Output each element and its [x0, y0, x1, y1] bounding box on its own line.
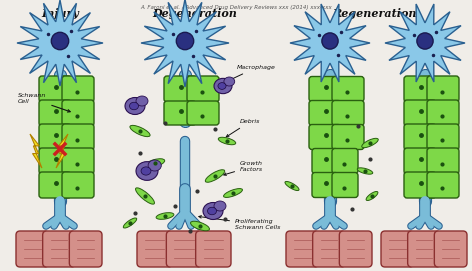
- Text: Debris: Debris: [226, 119, 261, 137]
- FancyBboxPatch shape: [309, 124, 341, 150]
- FancyBboxPatch shape: [62, 148, 94, 174]
- FancyBboxPatch shape: [427, 100, 459, 126]
- FancyBboxPatch shape: [286, 231, 319, 267]
- FancyBboxPatch shape: [404, 148, 436, 174]
- Text: Schwann
Cell: Schwann Cell: [18, 93, 70, 112]
- FancyBboxPatch shape: [404, 124, 436, 150]
- FancyBboxPatch shape: [427, 172, 459, 198]
- FancyBboxPatch shape: [404, 100, 436, 126]
- FancyBboxPatch shape: [332, 101, 364, 125]
- FancyBboxPatch shape: [42, 231, 76, 267]
- FancyBboxPatch shape: [312, 231, 346, 267]
- FancyBboxPatch shape: [164, 101, 196, 125]
- Ellipse shape: [205, 170, 225, 182]
- FancyBboxPatch shape: [16, 231, 49, 267]
- FancyBboxPatch shape: [39, 76, 71, 102]
- FancyBboxPatch shape: [39, 100, 71, 126]
- Ellipse shape: [51, 32, 69, 50]
- FancyBboxPatch shape: [312, 149, 338, 173]
- Text: Regeneration: Regeneration: [333, 8, 417, 19]
- Ellipse shape: [285, 182, 299, 191]
- FancyBboxPatch shape: [62, 100, 94, 126]
- FancyBboxPatch shape: [62, 172, 94, 198]
- Ellipse shape: [177, 32, 194, 50]
- FancyBboxPatch shape: [312, 173, 338, 198]
- FancyBboxPatch shape: [187, 76, 219, 102]
- Ellipse shape: [130, 125, 150, 137]
- Text: A. Faroni et al. / Advanced Drug Delivery Reviews xxx (2014) xxx-xxx: A. Faroni et al. / Advanced Drug Deliver…: [140, 5, 332, 10]
- Ellipse shape: [214, 78, 232, 94]
- FancyBboxPatch shape: [332, 149, 358, 173]
- FancyBboxPatch shape: [166, 231, 202, 267]
- FancyBboxPatch shape: [404, 172, 436, 198]
- FancyBboxPatch shape: [434, 231, 467, 267]
- Ellipse shape: [218, 137, 236, 145]
- Ellipse shape: [214, 201, 226, 211]
- Ellipse shape: [129, 102, 138, 110]
- Ellipse shape: [208, 207, 217, 215]
- Ellipse shape: [417, 33, 433, 49]
- FancyBboxPatch shape: [339, 231, 372, 267]
- FancyBboxPatch shape: [164, 76, 196, 102]
- Ellipse shape: [224, 77, 235, 86]
- Text: Growth
Factors: Growth Factors: [224, 161, 263, 175]
- Text: Proliferating
Schwann Cells: Proliferating Schwann Cells: [199, 216, 280, 230]
- Ellipse shape: [123, 218, 137, 228]
- FancyBboxPatch shape: [427, 124, 459, 150]
- Ellipse shape: [148, 160, 161, 171]
- Polygon shape: [385, 4, 465, 82]
- FancyBboxPatch shape: [39, 172, 71, 198]
- FancyBboxPatch shape: [381, 231, 413, 267]
- FancyBboxPatch shape: [39, 124, 71, 150]
- Polygon shape: [17, 0, 103, 86]
- FancyBboxPatch shape: [332, 124, 364, 150]
- Ellipse shape: [366, 192, 378, 201]
- FancyBboxPatch shape: [196, 231, 231, 267]
- Ellipse shape: [156, 213, 174, 219]
- Text: Macrophage: Macrophage: [220, 65, 276, 85]
- Ellipse shape: [136, 96, 148, 106]
- FancyBboxPatch shape: [427, 76, 459, 102]
- FancyBboxPatch shape: [404, 76, 436, 102]
- Polygon shape: [290, 4, 370, 82]
- Ellipse shape: [322, 33, 338, 49]
- Polygon shape: [30, 134, 42, 168]
- FancyBboxPatch shape: [332, 76, 364, 102]
- FancyBboxPatch shape: [62, 124, 94, 150]
- FancyBboxPatch shape: [408, 231, 440, 267]
- Ellipse shape: [136, 162, 158, 180]
- FancyBboxPatch shape: [187, 101, 219, 125]
- FancyBboxPatch shape: [427, 148, 459, 174]
- FancyBboxPatch shape: [137, 231, 172, 267]
- FancyBboxPatch shape: [69, 231, 102, 267]
- FancyBboxPatch shape: [62, 76, 94, 102]
- Ellipse shape: [145, 159, 165, 167]
- Ellipse shape: [141, 167, 151, 175]
- Ellipse shape: [135, 188, 154, 204]
- Ellipse shape: [125, 98, 145, 115]
- Polygon shape: [56, 134, 68, 168]
- Text: Injury: Injury: [41, 8, 79, 19]
- FancyBboxPatch shape: [39, 148, 71, 174]
- Ellipse shape: [362, 138, 378, 148]
- Text: Degeneration: Degeneration: [152, 8, 237, 19]
- FancyBboxPatch shape: [332, 173, 358, 198]
- Ellipse shape: [203, 202, 223, 220]
- Ellipse shape: [191, 221, 210, 231]
- FancyBboxPatch shape: [309, 101, 341, 125]
- Ellipse shape: [218, 83, 226, 89]
- FancyBboxPatch shape: [309, 76, 341, 102]
- Polygon shape: [141, 0, 229, 87]
- Ellipse shape: [357, 168, 373, 174]
- Ellipse shape: [224, 189, 243, 198]
